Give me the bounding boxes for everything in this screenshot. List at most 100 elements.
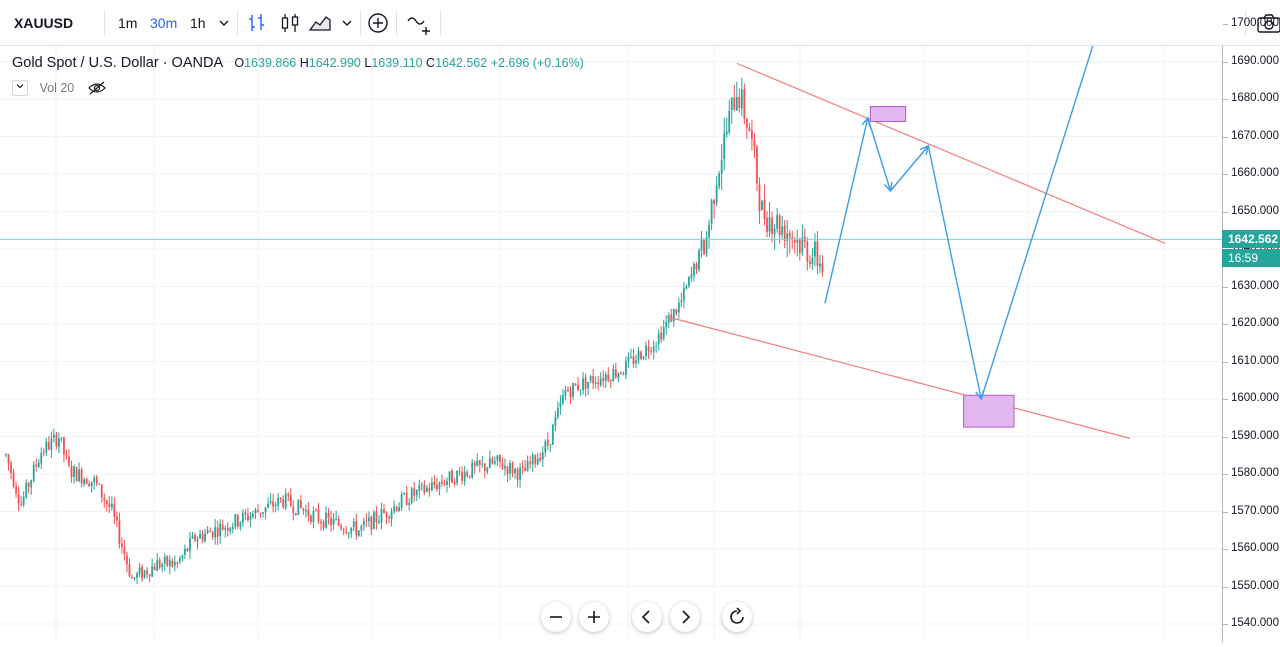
candle-body	[788, 232, 791, 238]
chart-type-dropdown-chevron-icon[interactable]	[338, 13, 356, 33]
candle-body	[602, 377, 605, 381]
candle-body	[461, 472, 464, 481]
candle-body	[383, 509, 385, 513]
candle-body	[100, 484, 103, 498]
candle-body	[88, 483, 91, 487]
candle-body	[211, 531, 214, 538]
interval-30m[interactable]: 30m	[150, 15, 178, 31]
candle-body	[405, 492, 408, 506]
candle-body	[619, 372, 622, 374]
symbol-legend: Gold Spot / U.S. Dollar · OANDA O1639.86…	[12, 55, 584, 71]
candle-body	[672, 308, 675, 322]
price-axis-tick	[1223, 174, 1228, 175]
candle-body	[761, 201, 763, 211]
candle-body	[390, 511, 393, 520]
candle-body	[181, 555, 184, 559]
target-zone-box	[869, 106, 907, 122]
candle-body	[186, 548, 189, 551]
candle-body	[509, 463, 511, 474]
legend-symbol-title[interactable]: Gold Spot / U.S. Dollar · OANDA	[12, 55, 223, 71]
candle-body	[420, 483, 423, 485]
camera-snapshot-icon[interactable]	[1256, 11, 1280, 35]
candle-body	[660, 332, 663, 340]
candle-body	[738, 96, 741, 108]
compare-symbol-icon[interactable]	[406, 11, 430, 35]
candle-body	[373, 512, 375, 529]
candle-body	[362, 520, 365, 526]
candle-body	[335, 518, 338, 520]
candle-body	[12, 472, 15, 487]
reset-icon	[730, 607, 744, 624]
candle-body	[219, 523, 222, 537]
candles-chart-type-icon[interactable]	[278, 11, 302, 35]
candle-body	[725, 131, 728, 135]
candle-body	[393, 506, 395, 512]
candle-body	[783, 225, 786, 241]
candle-body	[698, 250, 700, 270]
area-chart-type-icon[interactable]	[308, 11, 332, 35]
candle-body	[816, 241, 819, 266]
candle-body	[657, 333, 660, 345]
candle-body	[418, 484, 421, 491]
chart-pane[interactable]	[0, 22, 1222, 642]
candle-body	[748, 127, 751, 132]
zoom-in-button[interactable]	[579, 602, 609, 632]
price-axis[interactable]: 1700.000 1690.000 1680.000 1670.000 1660.000…	[1222, 17, 1280, 642]
price-axis-label: 1550.000	[1231, 579, 1279, 592]
candle-body	[244, 512, 247, 515]
candle-body	[121, 543, 123, 548]
price-axis-label: 1560.000	[1231, 542, 1279, 554]
symbol-search[interactable]: XAUUSD	[14, 15, 74, 31]
candle-body	[302, 508, 305, 511]
candle-body	[65, 454, 68, 456]
candle-body	[796, 238, 799, 243]
candle-body	[491, 458, 494, 464]
zoom-out-button[interactable]	[541, 602, 571, 632]
candle-body	[115, 516, 118, 521]
candle-body	[85, 478, 88, 485]
interval-1m[interactable]: 1m	[118, 15, 138, 31]
interval-dropdown-chevron-icon[interactable]	[215, 13, 233, 33]
candle-body	[90, 481, 93, 487]
candle-body	[612, 369, 615, 382]
price-axis-tick	[1223, 549, 1228, 550]
candle-body	[640, 351, 642, 360]
candle-body	[473, 462, 476, 466]
scroll-right-button[interactable]	[670, 602, 700, 632]
candle-body	[695, 263, 698, 270]
candle-body	[118, 520, 121, 544]
collapse-indicators-chevron-icon[interactable]	[12, 80, 28, 96]
scroll-left-button[interactable]	[632, 602, 662, 632]
candle-body	[463, 471, 466, 482]
hidden-eye-icon[interactable]	[87, 81, 106, 95]
candle-body	[539, 457, 542, 461]
candle-body	[781, 226, 784, 235]
bars-chart-type-icon[interactable]	[245, 11, 269, 35]
volume-indicator-label[interactable]: Vol 20	[39, 81, 75, 95]
interval-1h[interactable]: 1h	[190, 15, 206, 31]
candle-body	[138, 567, 141, 574]
top-toolbar: XAUUSD 1m 30m 1h	[0, 0, 1280, 46]
candle-body	[483, 463, 486, 472]
candle-body	[536, 458, 539, 465]
price-axis-tick	[1223, 511, 1228, 513]
candle-body	[740, 89, 743, 109]
candle-body	[506, 466, 509, 475]
projection-arrow-segment	[980, 23, 1101, 400]
candle-body	[370, 516, 373, 530]
candle-body	[546, 440, 549, 446]
candle-body	[486, 468, 489, 472]
indicators-plus-icon[interactable]	[366, 11, 390, 35]
candle-body	[519, 467, 521, 480]
candle-body	[73, 466, 75, 477]
candle-body	[45, 441, 48, 453]
price-axis-label: 1670.000	[1231, 129, 1279, 142]
price-chart[interactable]	[0, 22, 1222, 642]
candle-body	[272, 501, 275, 507]
reset-chart-button[interactable]	[722, 602, 752, 632]
candle-body	[592, 376, 595, 384]
candle-body	[350, 527, 353, 534]
candle-body	[50, 438, 53, 450]
candle-body	[128, 563, 131, 577]
candle-body	[511, 463, 514, 474]
